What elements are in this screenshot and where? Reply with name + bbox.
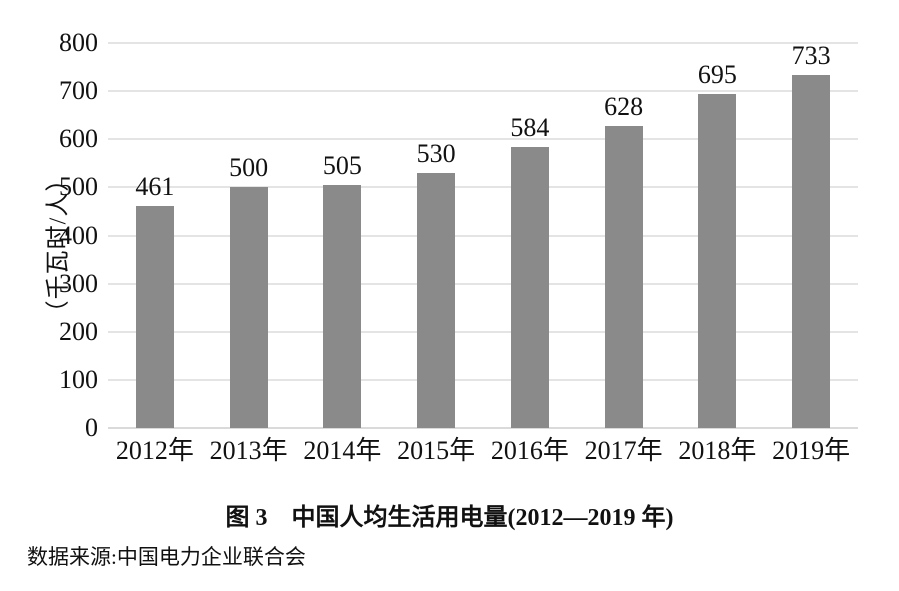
bar-slot: 500: [202, 43, 296, 428]
x-tick-label: 2013年: [209, 436, 288, 465]
x-axis: 2012年 2013年 2014年 2015年 2016年 2017年 2018年 2019年: [108, 436, 858, 466]
bar-value-label: 505: [322, 150, 362, 180]
bar-slot: 505: [296, 43, 390, 428]
data-source: 数据来源:中国电力企业联合会: [27, 545, 306, 569]
x-tick-label: 2014年: [303, 436, 382, 465]
y-axis: 0 100 200 300 400 500 600 700 800: [0, 30, 98, 441]
figure-caption: 图 3 中国人均生活用电量(2012—2019 年): [225, 505, 674, 531]
y-tick-label: 800: [59, 28, 98, 57]
bar: [510, 146, 549, 428]
bar-value-label: 584: [510, 112, 550, 142]
bar: [604, 125, 643, 428]
gridline: [108, 186, 858, 189]
bar-slot: 584: [483, 43, 577, 428]
y-tick-label: 300: [59, 268, 98, 298]
bar: [792, 75, 831, 428]
gridline: [108, 330, 858, 333]
bar-chart: （千瓦时/人） 461 500 505 530 584 628 695 733 0 100 200…: [0, 30, 858, 466]
gridline: [108, 138, 858, 141]
y-tick-label: 200: [59, 316, 98, 346]
plot-area: 461 500 505 530 584 628 695 733: [108, 42, 858, 429]
x-tick-label: 2015年: [397, 436, 476, 465]
bar-value-label: 530: [416, 138, 456, 168]
x-tick-label: 2017年: [584, 436, 663, 465]
gridline: [108, 427, 858, 429]
x-tick-label: 2016年: [490, 436, 569, 465]
bar-slot: 628: [577, 43, 671, 428]
y-tick-label: 700: [59, 76, 98, 106]
y-tick-label: 400: [59, 220, 98, 250]
bar: [417, 172, 456, 428]
gridline: [108, 378, 858, 381]
gridline: [108, 42, 858, 44]
gridline: [108, 282, 858, 285]
x-tick-label: 2018年: [678, 436, 757, 465]
bar-value-label: 461: [135, 172, 175, 202]
bar: [323, 184, 362, 428]
bar-value-label: 500: [229, 153, 269, 183]
bar-slot: 733: [764, 43, 858, 428]
bar-slot: 530: [389, 43, 483, 428]
gridline: [108, 90, 858, 93]
bar-value-label: 695: [697, 59, 737, 89]
bar: [229, 187, 268, 428]
bar-slot: 461: [108, 43, 202, 428]
bar: [135, 206, 174, 428]
y-tick-label: 500: [59, 172, 98, 202]
bar-value-label: 628: [604, 91, 644, 121]
bar: [698, 93, 737, 428]
x-tick-label: 2012年: [115, 436, 194, 465]
bar-value-label: 733: [791, 41, 831, 71]
y-tick-label: 100: [59, 364, 98, 394]
gridline: [108, 234, 858, 237]
y-tick-label: 600: [59, 124, 98, 154]
bar-slot: 695: [671, 43, 765, 428]
bars-container: 461 500 505 530 584 628 695 733: [108, 43, 858, 428]
x-tick-label: 2019年: [772, 436, 851, 465]
y-tick-label: 0: [85, 413, 98, 442]
